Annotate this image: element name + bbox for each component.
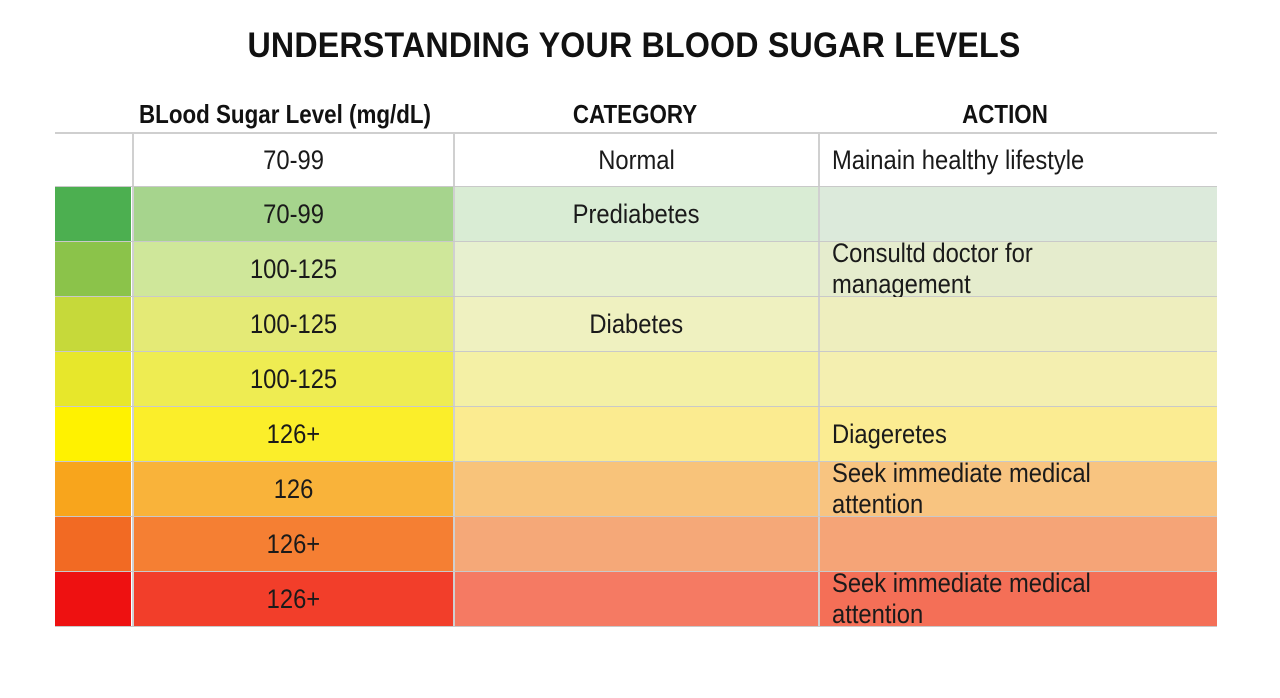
action-cell: Seek immediate medical attention bbox=[818, 458, 1217, 519]
table-row: 126+ Diageretes bbox=[55, 407, 1217, 462]
level-cell: 100-125 bbox=[132, 352, 453, 406]
color-swatch bbox=[55, 572, 131, 626]
category-cell bbox=[453, 242, 818, 296]
blood-sugar-table: 70-99 Normal Mainain healthy lifestyle 70-9… bbox=[55, 132, 1217, 629]
level-cell-text: 100-125 bbox=[249, 363, 338, 394]
action-cell-text: Consultd doctor for management bbox=[832, 238, 1033, 299]
level-cell-text: 70-99 bbox=[263, 144, 324, 175]
color-swatch bbox=[55, 187, 131, 241]
level-cell: 100-125 bbox=[132, 297, 453, 351]
table-header: BLood Sugar Level (mg/dL) CATEGORY ACTIO… bbox=[0, 96, 1280, 132]
level-cell: 70-99 bbox=[132, 134, 453, 186]
action-cell bbox=[818, 352, 1217, 406]
level-cell: 126+ bbox=[132, 572, 453, 626]
color-swatch bbox=[55, 407, 131, 461]
action-cell: Consultd doctor for management bbox=[818, 238, 1217, 299]
level-cell: 100-125 bbox=[132, 242, 453, 296]
level-cell-text: 100-125 bbox=[249, 253, 338, 284]
level-cell: 126+ bbox=[132, 407, 453, 461]
category-cell bbox=[453, 407, 818, 461]
level-cell: 70-99 bbox=[132, 187, 453, 241]
category-cell bbox=[453, 462, 818, 516]
action-cell bbox=[818, 187, 1217, 241]
action-cell-text: Seek immediate medical attention bbox=[832, 458, 1091, 519]
table-row: 126+ Seek immediate medical attention bbox=[55, 568, 1217, 629]
level-cell-text: 126+ bbox=[266, 418, 321, 449]
action-cell-text: Diageretes bbox=[832, 418, 947, 449]
action-cell-text: Mainain healthy lifestyle bbox=[832, 144, 1085, 175]
category-cell bbox=[453, 517, 818, 571]
table-row: 70-99 Normal Mainain healthy lifestyle bbox=[55, 132, 1217, 187]
level-cell-text: 100-125 bbox=[249, 308, 338, 339]
color-swatch bbox=[55, 352, 131, 406]
table-row: 126+ bbox=[55, 517, 1217, 572]
level-cell-text: 126+ bbox=[266, 528, 321, 559]
category-cell: Diabetes bbox=[453, 297, 818, 351]
category-cell: Normal bbox=[453, 134, 818, 186]
category-cell-text: Diabetes bbox=[589, 308, 684, 339]
table-row: 126 Seek immediate medical attention bbox=[55, 458, 1217, 519]
table-row: 100-125 Consultd doctor for management bbox=[55, 238, 1217, 299]
action-cell-text: Seek immediate medical attention bbox=[832, 568, 1091, 629]
level-cell: 126 bbox=[132, 462, 453, 516]
table-row: 70-99 Prediabetes bbox=[55, 187, 1217, 242]
table-row: 100-125 bbox=[55, 352, 1217, 407]
page-title: UNDERSTANDING YOUR BLOOD SUGAR LEVELS bbox=[247, 26, 1021, 65]
table-row: 100-125 Diabetes bbox=[55, 297, 1217, 352]
category-cell bbox=[453, 352, 818, 406]
category-cell: Prediabetes bbox=[453, 187, 818, 241]
color-swatch bbox=[55, 242, 131, 296]
color-swatch bbox=[55, 462, 131, 516]
action-cell bbox=[818, 517, 1217, 571]
color-swatch bbox=[55, 297, 131, 351]
level-cell-text: 126 bbox=[273, 473, 314, 504]
level-cell-text: 70-99 bbox=[263, 198, 324, 229]
action-cell bbox=[818, 297, 1217, 351]
color-swatch bbox=[55, 517, 131, 571]
action-cell: Seek immediate medical attention bbox=[818, 568, 1217, 629]
action-cell: Diageretes bbox=[818, 407, 1217, 461]
category-cell-text: Prediabetes bbox=[573, 198, 700, 229]
category-cell-text: Normal bbox=[598, 144, 675, 175]
category-cell bbox=[453, 572, 818, 626]
header-blood-sugar-level: BLood Sugar Level (mg/dL) bbox=[139, 99, 431, 129]
color-swatch bbox=[55, 134, 131, 186]
level-cell-text: 126+ bbox=[266, 583, 321, 614]
header-category: CATEGORY bbox=[572, 99, 698, 129]
header-action: ACTION bbox=[962, 99, 1048, 129]
action-cell: Mainain healthy lifestyle bbox=[818, 134, 1217, 186]
level-cell: 126+ bbox=[132, 517, 453, 571]
